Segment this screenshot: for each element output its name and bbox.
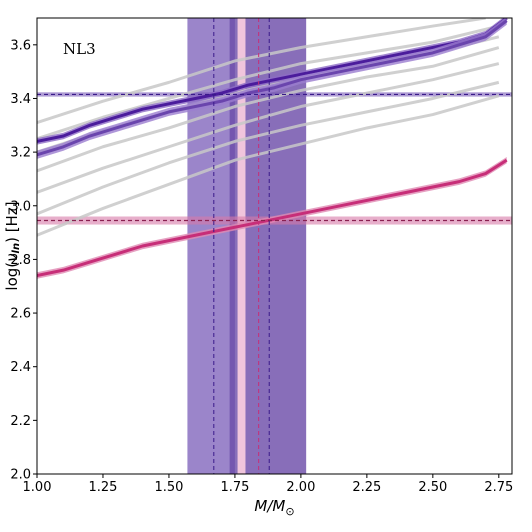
y-tick-label-4: 2.8 bbox=[10, 253, 31, 268]
plot-frame bbox=[36, 17, 513, 475]
gray-curve-0 bbox=[37, 18, 486, 125]
y-tick-label-7: 3.4 bbox=[10, 92, 31, 107]
gray-curve-1 bbox=[37, 24, 500, 141]
x-tick-label-1: 1.25 bbox=[88, 480, 117, 495]
axis-ticks: 1.00 1.25 1.50 1.75 2.00 2.25 2.50 2.75 2.0 2.2 2.… bbox=[10, 38, 513, 495]
y-axis-label: log(νln) [Hz] bbox=[3, 201, 23, 290]
vertical-band-2 bbox=[237, 18, 246, 474]
y-tick-label-1: 2.2 bbox=[10, 414, 31, 429]
series-line-0 bbox=[37, 18, 508, 143]
x-tick-label-7: 2.75 bbox=[484, 480, 513, 495]
y-tick-label-0: 2.0 bbox=[10, 468, 31, 483]
horizontal-band-0 bbox=[37, 92, 512, 97]
x-axis-label: M/M⊙ bbox=[254, 497, 294, 518]
series-line-2 bbox=[37, 158, 508, 277]
series-line-1 bbox=[37, 19, 508, 157]
x-tick-label-0: 1.00 bbox=[23, 480, 52, 495]
x-tick-label-5: 2.25 bbox=[352, 480, 381, 495]
gray-curve-5 bbox=[37, 80, 500, 216]
x-tick-label-3: 1.75 bbox=[220, 480, 249, 495]
y-tick-label-3: 2.6 bbox=[10, 307, 31, 322]
gray-curve-6 bbox=[37, 94, 500, 237]
chart-annotation: NL3 bbox=[63, 40, 96, 58]
series-band-2 bbox=[37, 156, 507, 279]
y-tick-label-6: 3.2 bbox=[10, 146, 31, 161]
x-tick-label-2: 1.50 bbox=[154, 480, 183, 495]
y-tick-label-2: 2.4 bbox=[10, 360, 31, 375]
gray-curve-4 bbox=[37, 62, 500, 194]
y-tick-label-5: 3.0 bbox=[10, 199, 31, 214]
gray-curve-3 bbox=[37, 46, 500, 173]
plot-area bbox=[37, 18, 512, 474]
x-tick-label-4: 2.00 bbox=[286, 480, 315, 495]
y-tick-label-8: 3.6 bbox=[10, 38, 31, 53]
x-tick-label-6: 2.50 bbox=[418, 480, 447, 495]
